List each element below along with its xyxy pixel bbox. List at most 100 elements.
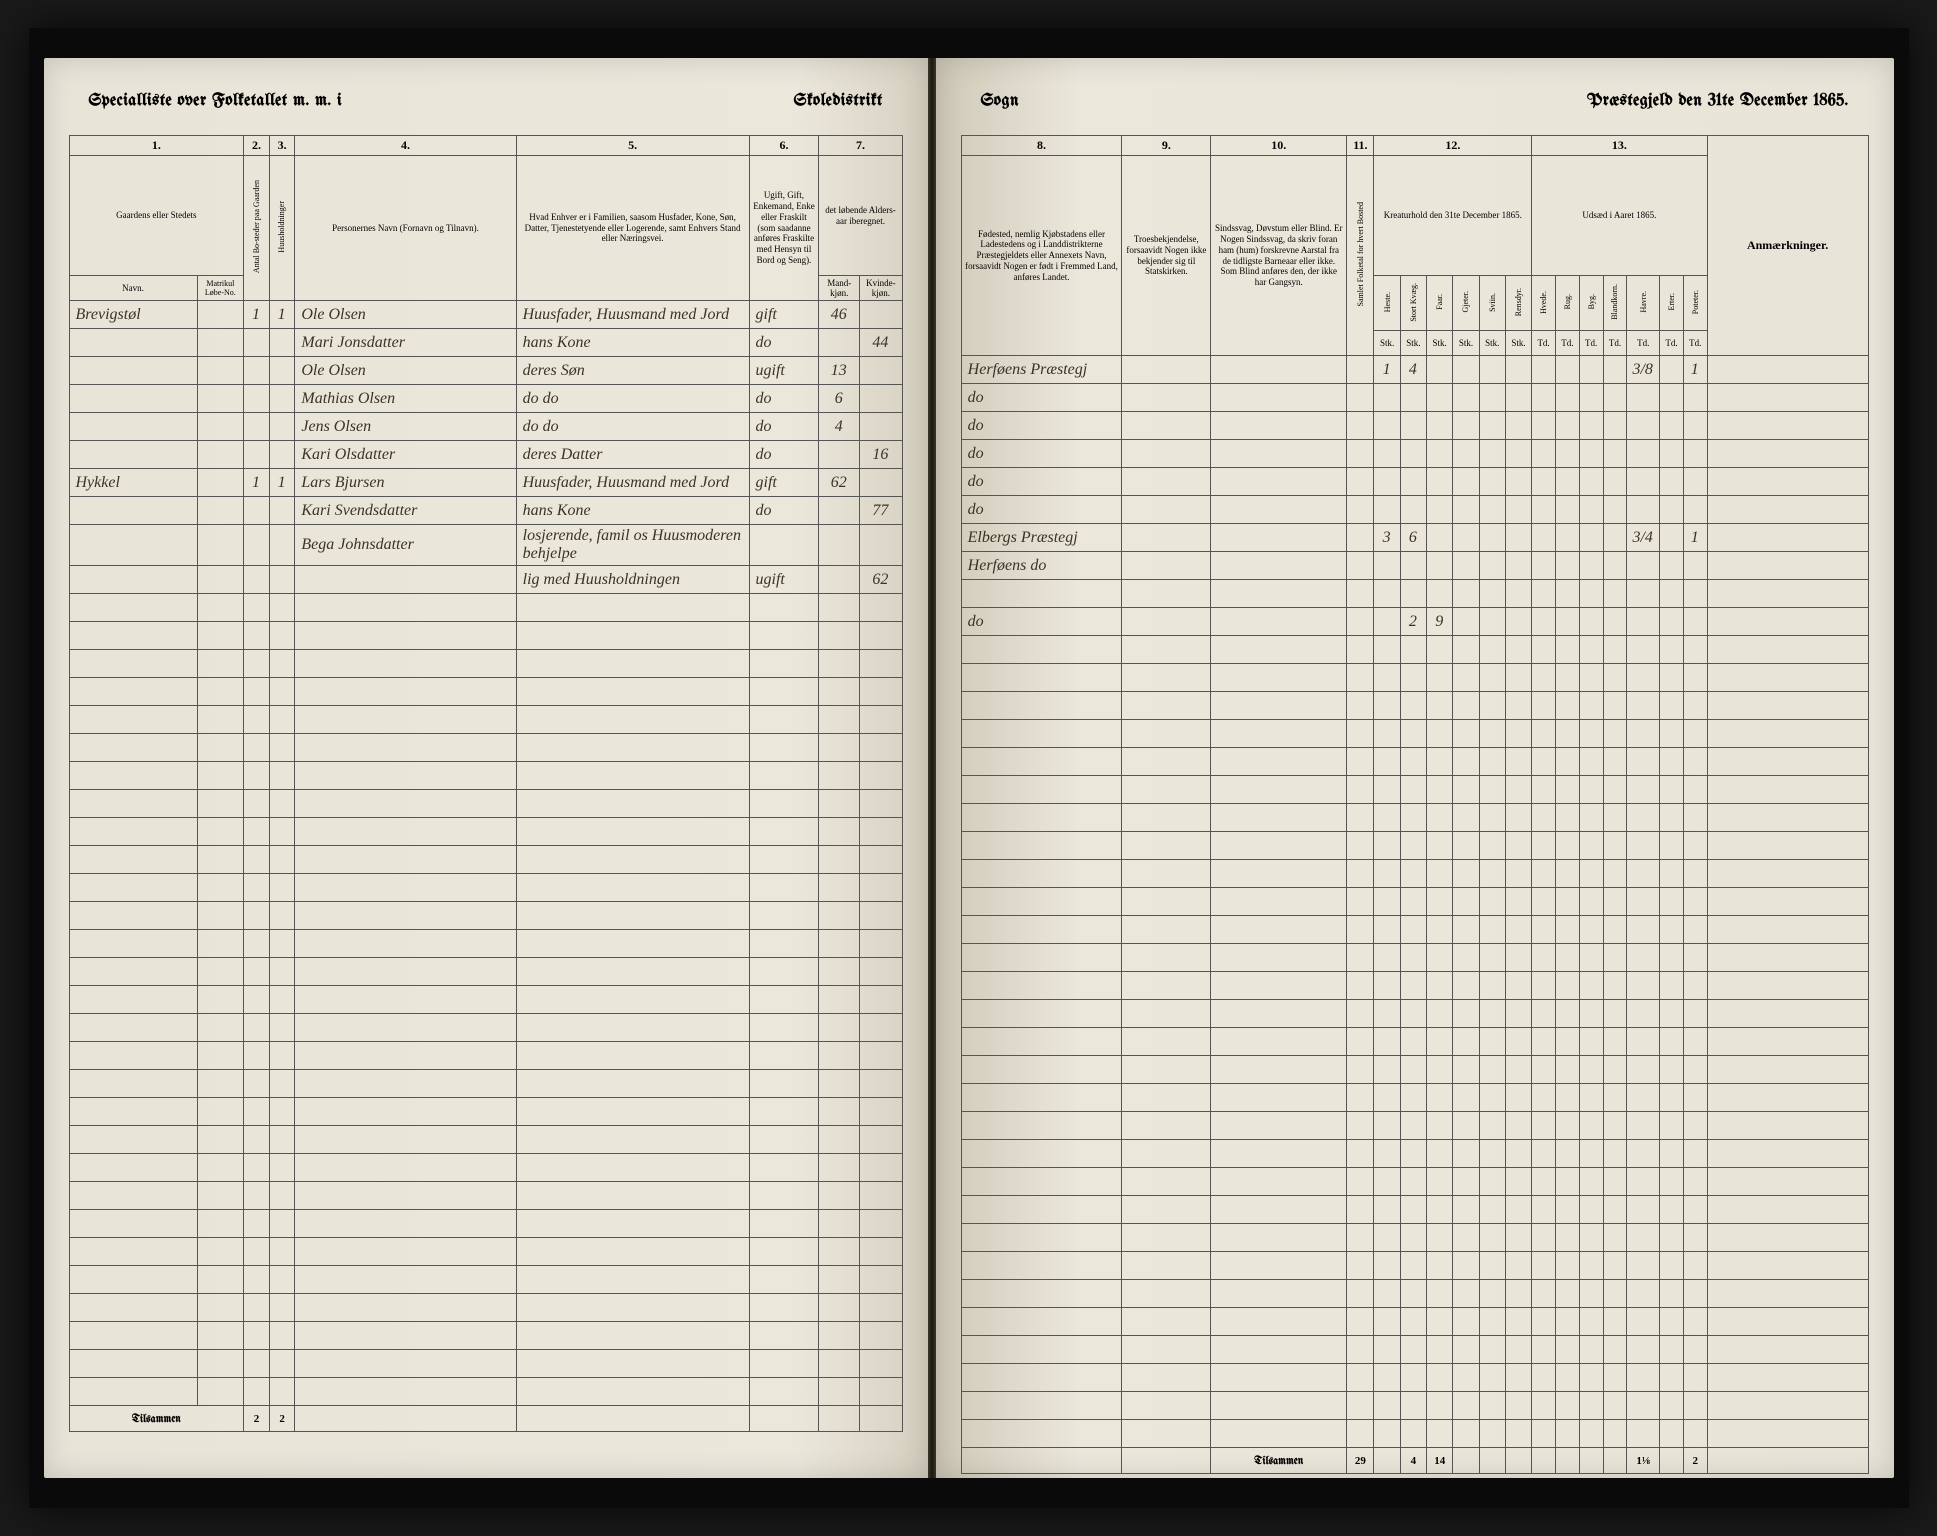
cell-r-14: [1627, 440, 1660, 468]
cell-r-14: [1627, 608, 1660, 636]
cell-r-14: 3/4: [1627, 524, 1660, 552]
empty-row: [961, 804, 1868, 832]
cell-r-7: [1453, 440, 1479, 468]
empty-row: [69, 762, 902, 790]
col-6: 6.: [749, 136, 819, 156]
cell-r-4: [1374, 440, 1400, 468]
cell-status: gift: [749, 301, 819, 329]
empty-row: [961, 972, 1868, 1000]
cell-h: [269, 385, 295, 413]
cell-r-17: [1707, 608, 1868, 636]
empty-row: [69, 902, 902, 930]
empty-row: [69, 874, 902, 902]
cell-name: Bega Johnsdatter: [295, 525, 516, 566]
cell-r-2: [1211, 496, 1347, 524]
cell-b: [244, 497, 270, 525]
empty-row: [961, 692, 1868, 720]
h11: Samlet Folketal for hvert Bosted: [1347, 156, 1374, 356]
cell-r-9: [1505, 384, 1531, 412]
cell-r-10: [1532, 552, 1556, 580]
cell-r-12: [1579, 552, 1603, 580]
cell-r-4: [1374, 468, 1400, 496]
cell-place: [69, 357, 197, 385]
crop-col-5: Erter.: [1660, 276, 1684, 331]
cell-r-4: [1374, 580, 1400, 608]
empty-row: [69, 734, 902, 762]
cell-r-0: do: [961, 468, 1122, 496]
cell-r-2: [1211, 412, 1347, 440]
cell-r-14: [1627, 496, 1660, 524]
empty-row: [961, 832, 1868, 860]
cell-r-10: [1532, 608, 1556, 636]
cell-r-16: [1683, 440, 1707, 468]
cell-r-13: [1603, 496, 1627, 524]
cell-status: do: [749, 441, 819, 469]
h12: Kreaturhold den 31te December 1865.: [1374, 156, 1532, 276]
cell-status: do: [749, 329, 819, 357]
cell-agef: 62: [860, 566, 903, 594]
cell-agem: 6: [819, 385, 860, 413]
cell-agem: 13: [819, 357, 860, 385]
cell-r-11: [1555, 440, 1579, 468]
empty-row: [961, 944, 1868, 972]
cell-r-8: [1479, 496, 1505, 524]
table-row: Jens Olsendo dodo4: [69, 413, 902, 441]
cell-r-12: [1579, 356, 1603, 384]
cell-r-0: Herføens do: [961, 552, 1122, 580]
cell-agem: [819, 566, 860, 594]
cell-r-1: [1122, 580, 1211, 608]
cell-r-10: [1532, 468, 1556, 496]
cell-r-0: do: [961, 440, 1122, 468]
empty-row: [961, 1308, 1868, 1336]
cell-r-4: 1: [1374, 356, 1400, 384]
footer-label-right: Tilsammen: [1211, 1448, 1347, 1474]
empty-row: [961, 860, 1868, 888]
cell-lnr: [197, 525, 244, 566]
cell-r-6: 9: [1427, 608, 1453, 636]
cell-r-5: [1400, 384, 1426, 412]
cell-r-15: [1660, 580, 1684, 608]
cell-agem: 4: [819, 413, 860, 441]
table-row: Kari Olsdatterderes Datterdo16: [69, 441, 902, 469]
cell-r-15: [1660, 468, 1684, 496]
cell-role: do do: [516, 413, 749, 441]
right-table: 8. 9. 10. 11. 12. 13. Anmærkninger. Føde…: [961, 135, 1869, 1474]
cell-r-6: [1427, 524, 1453, 552]
cell-role: deres Datter: [516, 441, 749, 469]
cell-r-1: [1122, 608, 1211, 636]
cell-agef: 44: [860, 329, 903, 357]
cell-b: [244, 566, 270, 594]
empty-row: [69, 1182, 902, 1210]
empty-row: [69, 958, 902, 986]
table-row: Kari Svendsdatterhans Konedo77: [69, 497, 902, 525]
cell-r-2: [1211, 384, 1347, 412]
cell-r-5: [1400, 580, 1426, 608]
cell-agem: 46: [819, 301, 860, 329]
cell-r-2: [1211, 356, 1347, 384]
cell-r-16: [1683, 580, 1707, 608]
cell-r-16: 1: [1683, 356, 1707, 384]
empty-row: [69, 594, 902, 622]
cell-r-2: [1211, 524, 1347, 552]
cell-r-12: [1579, 524, 1603, 552]
cell-h: 1: [269, 301, 295, 329]
empty-row: [961, 1112, 1868, 1140]
table-row: do: [961, 384, 1868, 412]
title-right-2: Præstegjeld den 31te December 1865.: [1587, 93, 1848, 110]
cell-r-1: [1122, 468, 1211, 496]
cell-lnr: [197, 441, 244, 469]
cell-role: hans Kone: [516, 329, 749, 357]
cell-place: Brevigstøl: [69, 301, 197, 329]
cell-r-0: do: [961, 412, 1122, 440]
cell-r-7: [1453, 580, 1479, 608]
h13: Udsæd i Aaret 1865.: [1532, 156, 1707, 276]
cell-role: hans Kone: [516, 497, 749, 525]
cell-agef: [860, 525, 903, 566]
empty-row: [961, 664, 1868, 692]
cell-r-13: [1603, 608, 1627, 636]
h5: Hvad Enhver er i Familien, saasom Husfad…: [516, 156, 749, 301]
empty-row: [961, 888, 1868, 916]
cell-r-2: [1211, 468, 1347, 496]
cell-r-6: [1427, 496, 1453, 524]
cell-r-10: [1532, 356, 1556, 384]
